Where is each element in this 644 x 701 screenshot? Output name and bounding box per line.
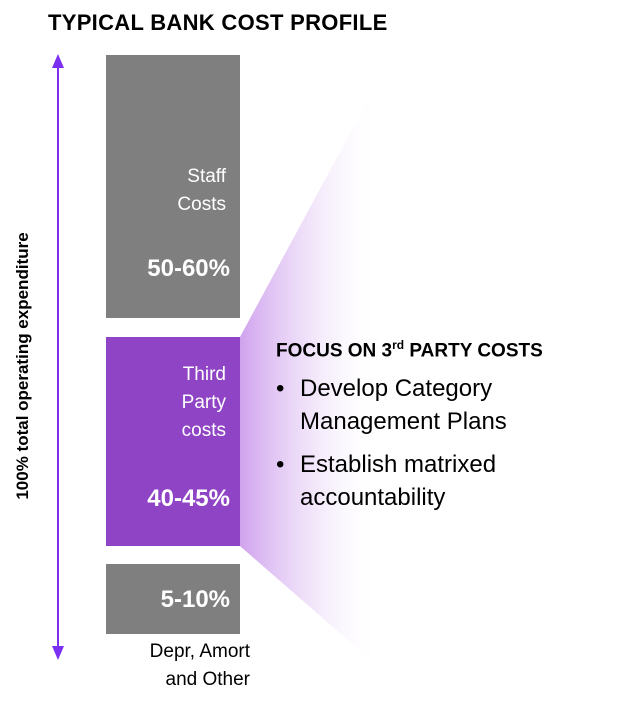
vertical-double-arrow (52, 54, 64, 660)
staff-costs-block: Staff Costs 50-60% (106, 55, 240, 318)
bullet-1-line1: Develop Category (300, 372, 626, 405)
third-party-costs-block: Third Party costs 40-45% (106, 337, 240, 546)
axis-label: 100% total operating expenditure (13, 232, 33, 499)
focus-heading: FOCUS ON 3rd PARTY COSTS (276, 338, 543, 362)
focus-heading-suffix: PARTY COSTS (404, 340, 543, 361)
third-label-line1: Third (182, 361, 226, 389)
staff-label-line1: Staff (177, 163, 226, 191)
depr-block: 5-10% (106, 564, 240, 634)
focus-bullet-list: Develop Category Management Plans Establ… (276, 372, 626, 524)
depr-label: Depr, Amort and Other (116, 638, 250, 694)
bullet-item: Establish matrixed accountability (276, 448, 626, 514)
bullet-1-line2: Management Plans (300, 405, 626, 438)
third-label-line2: Party (182, 389, 226, 417)
third-party-percent: 40-45% (147, 485, 230, 513)
depr-label-line1: Depr, Amort (116, 638, 250, 666)
focus-heading-prefix: FOCUS ON 3 (276, 340, 392, 361)
bullet-2-line1: Establish matrixed (300, 448, 626, 481)
bullet-item: Develop Category Management Plans (276, 372, 626, 438)
depr-percent: 5-10% (161, 586, 230, 614)
bullet-2-line2: accountability (300, 481, 626, 514)
depr-label-line2: and Other (116, 666, 250, 694)
third-party-label: Third Party costs (182, 361, 226, 445)
staff-label-line2: Costs (177, 191, 226, 219)
staff-costs-percent: 50-60% (147, 255, 230, 283)
third-label-line3: costs (182, 417, 226, 445)
staff-costs-label: Staff Costs (177, 163, 226, 219)
focus-heading-sup: rd (392, 338, 404, 352)
